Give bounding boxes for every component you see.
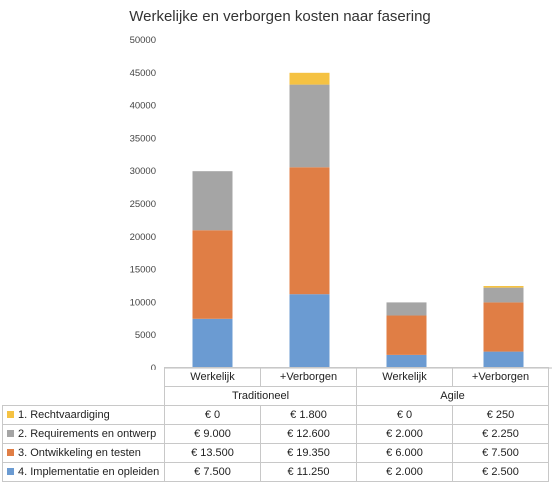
bar-segment [289,72,330,85]
table-cell: € 13.500 [164,443,261,463]
series-label: 2. Requirements en ontwerp [2,424,165,444]
legend-swatch [7,449,14,456]
table-cell: € 250 [452,405,549,425]
bar-segment [192,230,233,319]
table-cell: € 7.500 [164,462,261,482]
bar-segment [483,302,524,352]
bar-segment [483,351,524,368]
table-corner [2,386,165,406]
table-cell: € 2.000 [356,462,453,482]
series-label: 4. Implementatie en opleiden [2,462,165,482]
table-row: 2. Requirements en ontwerp € 9.000 € 12.60… [2,424,549,444]
group-label: Agile [356,386,549,406]
legend-label: 1. Rechtvaardiging [18,409,110,421]
table-row: 1. Rechtvaardiging € 0 € 1.800 € 0 € 250 [2,405,549,425]
table-row: 4. Implementatie en opleiden € 7.500 € 11.… [2,462,549,482]
table-cell: € 19.350 [260,443,357,463]
legend-label: 3. Ontwikkeling en testen [18,447,141,459]
y-tick-label: 30000 [130,166,156,177]
y-tick-label: 50000 [130,35,156,46]
table-corner [2,367,165,387]
table-cell: € 12.600 [260,424,357,444]
chart-title: Werkelijke en verborgen kosten naar fase… [129,8,431,25]
table-cell: € 1.800 [260,405,357,425]
series-label: 3. Ontwikkeling en testen [2,443,165,463]
table-cell: € 7.500 [452,443,549,463]
chart-plot: 0 5000 10000 15000 20000 25000 30000 35000 40000… [130,35,552,370]
bar-segment [386,315,427,355]
bar-segment [192,171,233,231]
table-cell: € 6.000 [356,443,453,463]
y-tick-label: 20000 [130,232,156,243]
y-tick-label: 5000 [135,330,156,341]
group-label: Traditioneel [164,386,357,406]
bar-segment [289,84,330,168]
category-label: Werkelijk [356,367,453,387]
legend-label: 2. Requirements en ontwerp [18,428,157,440]
bar-segment [289,167,330,295]
bar-segment [483,287,524,303]
table-cell: € 11.250 [260,462,357,482]
y-tick-label: 0 [151,363,156,370]
table-row: 3. Ontwikkeling en testen € 13.500 € 19.35… [2,443,549,463]
y-tick-label: 10000 [130,297,156,308]
table-cell: € 0 [356,405,453,425]
legend-label: 4. Implementatie en opleiden [18,466,160,478]
category-label: +Verborgen [260,367,357,387]
bar-segment [386,302,427,316]
bar-segment [386,354,427,368]
bar-segment [192,318,233,368]
table-cell: € 0 [164,405,261,425]
y-tick-label: 35000 [130,133,156,144]
table-cell: € 2.000 [356,424,453,444]
data-table: Werkelijk +Verborgen Werkelijk +Verborgen Tr… [2,367,549,482]
bar-segment [289,294,330,368]
table-cell: € 2.250 [452,424,549,444]
y-tick-label: 25000 [130,199,156,210]
category-label: +Verborgen [452,367,549,387]
bar-segment [483,286,524,288]
table-cell: € 2.500 [452,462,549,482]
table-group-row: Traditioneel Agile [2,386,549,406]
series-label: 1. Rechtvaardiging [2,405,165,425]
y-tick-label: 45000 [130,68,156,79]
legend-swatch [7,468,14,475]
y-tick-label: 40000 [130,101,156,112]
category-label: Werkelijk [164,367,261,387]
legend-swatch [7,411,14,418]
legend-swatch [7,430,14,437]
table-cell: € 9.000 [164,424,261,444]
y-tick-label: 15000 [130,265,156,276]
table-category-row: Werkelijk +Verborgen Werkelijk +Verborgen [2,367,549,387]
